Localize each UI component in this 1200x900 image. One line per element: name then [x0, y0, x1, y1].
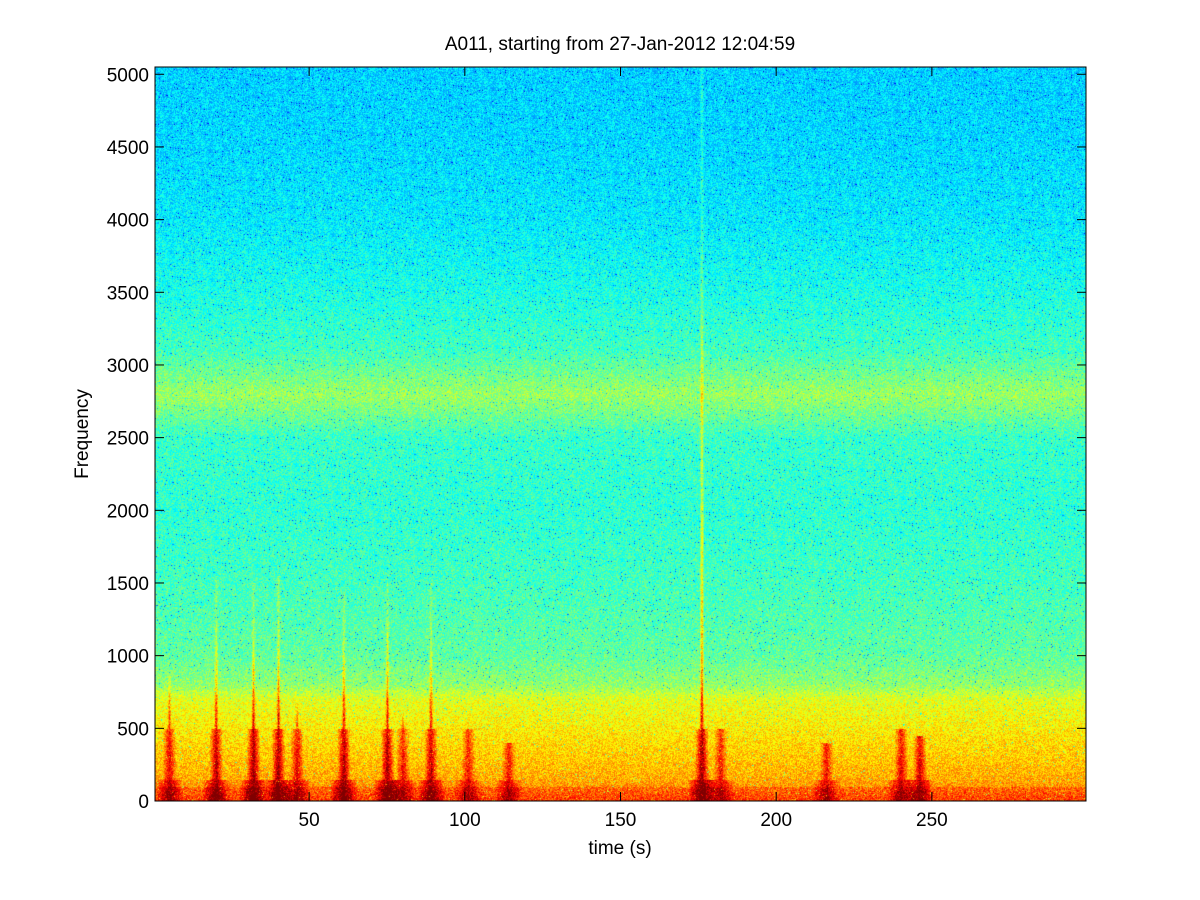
- y-tick-label: 3500: [107, 283, 149, 304]
- x-tick-label: 150: [605, 810, 637, 831]
- y-tick-label: 4000: [107, 211, 149, 232]
- x-tick-label: 50: [299, 810, 320, 831]
- y-tick-label: 4500: [107, 138, 149, 159]
- chart-title: A011, starting from 27-Jan-2012 12:04:59: [445, 34, 795, 55]
- y-tick-label: 5000: [107, 65, 149, 86]
- y-tick-label: 500: [117, 719, 149, 740]
- y-tick-label: 0: [138, 792, 149, 813]
- y-tick-label: 2500: [107, 429, 149, 450]
- x-axis-label: time (s): [588, 838, 651, 859]
- x-tick-label: 100: [449, 810, 481, 831]
- y-tick-label: 2000: [107, 501, 149, 522]
- spectrogram-raster: [155, 67, 1086, 801]
- axis-ticks: 50 100 150 200 25005001000150020002500300035…: [107, 65, 1086, 831]
- y-tick-label: 1000: [107, 647, 149, 668]
- x-tick-label: 200: [760, 810, 792, 831]
- spectrogram-image: [155, 67, 1086, 801]
- y-axis-label: Frequency: [72, 389, 93, 479]
- y-tick-label: 1500: [107, 574, 149, 595]
- x-tick-label: 250: [916, 810, 948, 831]
- y-tick-label: 3000: [107, 356, 149, 377]
